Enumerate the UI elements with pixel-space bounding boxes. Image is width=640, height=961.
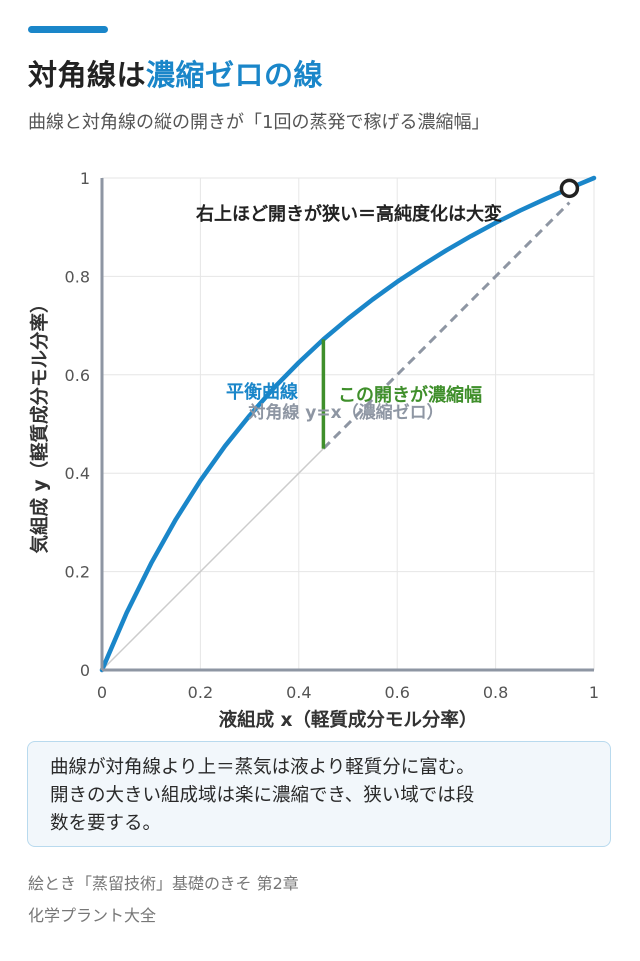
highlight-point-label: 右上ほど開きが狭い＝高純度化は大変 (196, 203, 502, 225)
curve-label: 平衡曲線 (226, 381, 298, 403)
note-line-1: 曲線が対角線より上＝蒸気は液より軽質分に富む。 (50, 757, 475, 778)
x-tick-label: 1 (589, 683, 599, 702)
axes (100, 178, 594, 672)
x-axis-label: 液組成 x（軽質成分モル分率） (219, 709, 478, 731)
y-tick-label: 0 (80, 661, 90, 680)
source-book: 絵とき「蒸留技術」基礎のきそ 第2章 (28, 874, 299, 893)
note-box: 曲線が対角線より上＝蒸気は液より軽質分に富む。 開きの大きい組成域は楽に濃縮でき… (27, 741, 611, 847)
highlight-point (559, 178, 580, 199)
y-tick-label: 0.6 (65, 366, 90, 385)
y-tick-label: 0.4 (65, 464, 90, 483)
note-line-3: 数を要する。 (50, 813, 162, 834)
diagonal-line-dashed (322, 201, 571, 450)
vle-chart: 0 0.2 0.4 0.6 0.8 1 0 0.2 0.4 0.6 0.8 1 対角線 y=x（濃縮ゼ… (29, 169, 600, 731)
title-highlight: 濃縮ゼロの線 (146, 58, 324, 92)
y-axis-label: 気組成 y（軽質成分モル分率） (29, 294, 51, 553)
x-tick-label: 0.8 (483, 683, 508, 702)
gap-label: この開きが濃縮幅 (338, 384, 482, 406)
diagonal-line (101, 448, 324, 671)
page-subtitle: 曲線と対角線の縦の開きが「1回の蒸発で稼げる濃縮幅」 (28, 112, 490, 133)
equilibrium-curve (99, 175, 597, 673)
grid-lines (102, 177, 595, 670)
y-tick-label: 0.2 (65, 563, 90, 582)
y-tick-label: 1 (80, 169, 90, 188)
accent-bar (28, 26, 108, 33)
source-site: 化学プラント大全 (28, 906, 157, 925)
x-tick-label: 0 (97, 683, 107, 702)
x-tick-label: 0.6 (384, 683, 409, 702)
page-title: 対角線は濃縮ゼロの線 (28, 52, 323, 94)
title-prefix: 対角線は (28, 58, 147, 92)
note-line-2: 開きの大きい組成域は楽に濃縮でき、狭い域では段 (50, 785, 475, 806)
x-tick-label: 0.4 (286, 683, 311, 702)
x-tick-label: 0.2 (188, 683, 213, 702)
diagonal-label: 対角線 y=x（濃縮ゼロ） (247, 402, 443, 423)
y-tick-label: 0.8 (65, 267, 90, 286)
tick-labels: 0 0.2 0.4 0.6 0.8 1 0 0.2 0.4 0.6 0.8 1 (65, 169, 600, 702)
